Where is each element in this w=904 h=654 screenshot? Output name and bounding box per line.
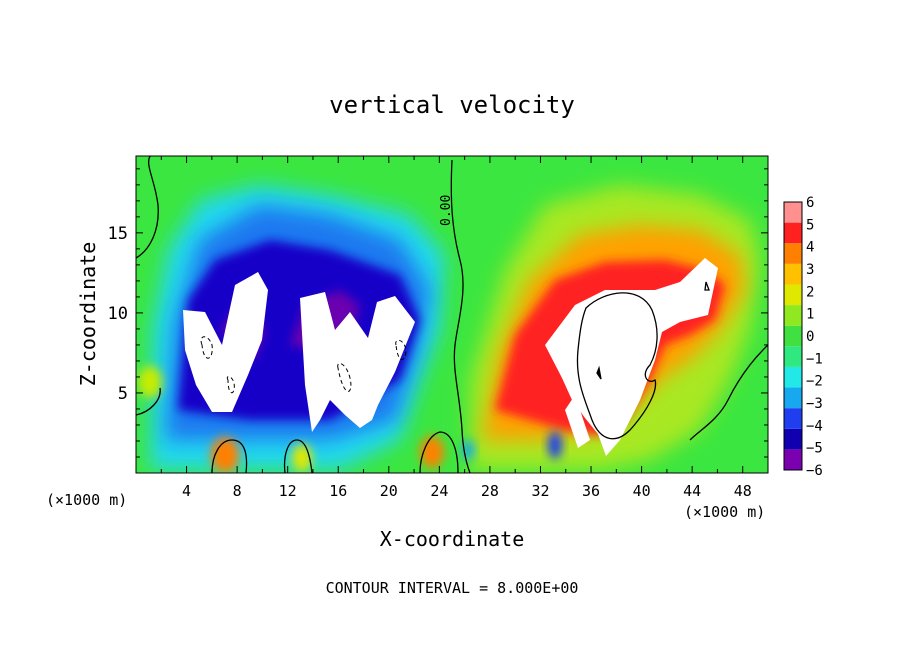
- x-tick-label: 28: [481, 482, 499, 500]
- colorbar-tick-label: −5: [806, 441, 823, 457]
- y-axis: 5 10 15: [108, 168, 768, 458]
- colorbar-tick-label: −3: [806, 396, 823, 412]
- colorbar-tick-label: 3: [806, 262, 814, 278]
- colorbar-swatch: [784, 387, 802, 409]
- y-axis-label: Z-coordinate: [76, 242, 100, 387]
- plot-frame: [135, 155, 769, 474]
- colorbar-tick-label: −4: [806, 418, 823, 434]
- x-tick-label: 16: [329, 482, 347, 500]
- x-unit-right: (×1000 m): [684, 503, 765, 521]
- colorbar-swatch: [784, 408, 802, 429]
- colorbar: 6 5 4 3 2 1 0 −1 −2 −3 −4 −5 −6: [783, 195, 823, 479]
- colorbar-tick-label: 2: [806, 284, 814, 300]
- colorbar-swatch: [784, 366, 802, 388]
- colorbar-swatch: [784, 263, 802, 285]
- y-tick-label: 5: [118, 384, 128, 404]
- x-axis: 4 8 12 16 20 24 28 32 36 40 44 48: [160, 156, 752, 500]
- y-tick-label: 15: [108, 224, 128, 244]
- colorbar-frame: [783, 201, 803, 471]
- contour-label: 0.00: [439, 195, 454, 226]
- x-tick-label: 12: [279, 482, 297, 500]
- surface-blobs: [138, 366, 562, 473]
- x-tick-label: 36: [582, 482, 600, 500]
- y-tick-label: 10: [108, 304, 128, 324]
- colorbar-tick-label: 4: [806, 240, 814, 256]
- contour-interval-footer: CONTOUR INTERVAL = 8.000E+00: [326, 579, 579, 597]
- x-tick-label: 40: [633, 482, 651, 500]
- x-tick-label: 8: [233, 482, 242, 500]
- x-tick-label: 4: [182, 482, 191, 500]
- x-tick-label: 48: [734, 482, 752, 500]
- x-tick-label: 24: [430, 482, 448, 500]
- colorbar-swatch: [784, 202, 802, 223]
- colorbar-tick-label: 0: [806, 329, 814, 345]
- downdraft-region: [150, 185, 445, 470]
- colorbar-tick-label: −6: [806, 463, 823, 479]
- colorbar-tick-label: −2: [806, 374, 823, 390]
- x-unit-left: (×1000 m): [46, 491, 127, 509]
- colorbar-swatch: [784, 222, 802, 244]
- x-tick-label: 20: [380, 482, 398, 500]
- colorbar-swatch: [784, 428, 802, 450]
- colorbar-tick-label: 6: [806, 195, 814, 211]
- colorbar-swatch: [784, 449, 802, 470]
- colorbar-tick-label: 5: [806, 217, 814, 233]
- colorbar-swatch: [784, 346, 802, 367]
- colorbar-swatch: [784, 284, 802, 306]
- x-tick-label: 32: [531, 482, 549, 500]
- negative-contour-lines: [200, 336, 407, 394]
- x-tick-label: 44: [683, 482, 701, 500]
- colorbar-tick-label: −1: [806, 351, 823, 367]
- updraft-region: [470, 185, 760, 470]
- colorbar-swatch: [784, 305, 802, 326]
- plot-area: 0.00: [136, 156, 768, 473]
- colorbar-tick-label: 1: [806, 307, 814, 323]
- colorbar-swatch: [784, 243, 802, 264]
- chart-title: vertical velocity: [329, 91, 575, 119]
- contour-lines: [136, 156, 768, 473]
- x-axis-label: X-coordinate: [380, 527, 525, 551]
- colorbar-swatch: [784, 325, 802, 347]
